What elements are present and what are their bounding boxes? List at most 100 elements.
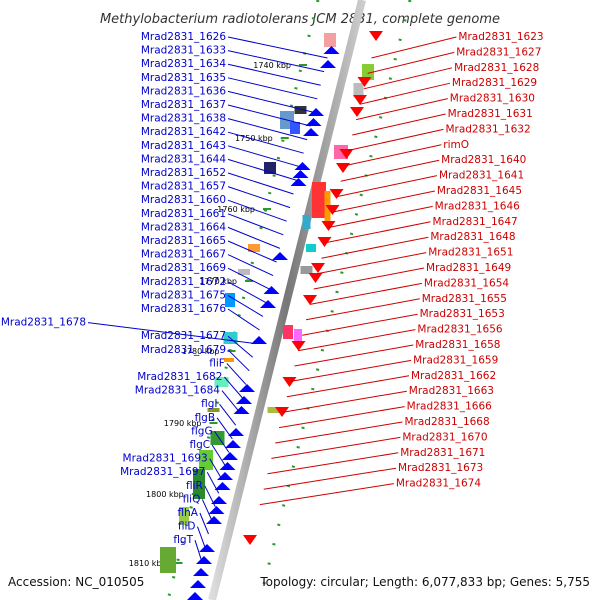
gene-label[interactable]: Mrad2831_1628 <box>454 62 539 74</box>
kbp-tick-layer: 1740 kbp 1750 kbp 1760 kbp 1770 kbp 1780 kbp… <box>129 61 307 568</box>
gene-label[interactable]: Mrad2831_1673 <box>398 462 483 474</box>
gene-label[interactable]: Mrad2831_1659 <box>413 354 498 366</box>
gene-label[interactable]: Mrad2831_1661 <box>141 208 226 220</box>
label-leader-line <box>214 431 230 453</box>
gene-label[interactable]: flgT <box>173 534 193 546</box>
gene-label[interactable]: Mrad2831_1697 <box>120 466 205 478</box>
feature-block <box>324 33 336 47</box>
forward-gene-arrow <box>225 440 241 448</box>
gene-label[interactable]: Mrad2831_1633 <box>141 45 226 57</box>
label-leader-line <box>227 308 260 331</box>
gene-label[interactable]: Mrad2831_1655 <box>422 293 507 305</box>
gene-label[interactable]: Mrad2831_1672 <box>141 276 226 288</box>
gene-label[interactable]: flgG <box>191 425 212 437</box>
gene-label[interactable]: Mrad2831_1657 <box>141 181 226 193</box>
gene-label[interactable]: Mrad2831_1670 <box>402 431 487 443</box>
gene-label[interactable]: Mrad2831_1645 <box>437 185 522 197</box>
gene-label[interactable]: Mrad2831_1652 <box>141 167 226 179</box>
gene-label[interactable]: Mrad2831_1635 <box>141 72 226 84</box>
gene-label[interactable]: Mrad2831_1674 <box>396 478 481 490</box>
forward-gene-arrow <box>251 336 267 344</box>
gene-label[interactable]: Mrad2831_1637 <box>141 99 226 111</box>
reverse-gene-arrow <box>329 189 344 199</box>
reverse-gene-arrow <box>308 273 323 283</box>
label-leader-line <box>355 98 448 121</box>
kbp-tick-label: 1790 kbp <box>164 419 202 428</box>
gene-label[interactable]: Mrad2831_1660 <box>141 194 226 206</box>
gene-label[interactable]: Mrad2831_1643 <box>141 140 226 152</box>
forward-gene-arrow <box>263 286 280 294</box>
label-leader-line <box>87 322 257 345</box>
gene-label[interactable]: Mrad2831_1684 <box>135 385 220 397</box>
forward-gene-arrow <box>292 170 309 178</box>
kbp-tick-label: 1750 kbp <box>235 134 273 143</box>
reverse-gene-arrow <box>325 205 340 215</box>
gene-label[interactable]: Mrad2831_1638 <box>141 113 226 125</box>
label-leader-line <box>348 128 444 151</box>
label-leader-line <box>227 63 321 86</box>
forward-gene-arrow <box>222 452 238 460</box>
gene-label[interactable]: Mrad2831_1658 <box>415 339 500 351</box>
gene-label[interactable]: Mrad2831_1627 <box>456 46 541 58</box>
gene-label[interactable]: Mrad2831_1667 <box>141 249 226 261</box>
gene-label[interactable]: Mrad2831_1664 <box>141 221 226 233</box>
gene-label[interactable]: flhA <box>177 507 198 519</box>
gene-label[interactable]: Mrad2831_1626 <box>141 31 226 43</box>
gene-label[interactable]: Mrad2831_1629 <box>452 77 537 89</box>
gene-label[interactable]: Mrad2831_1662 <box>411 370 496 382</box>
gene-label[interactable]: Mrad2831_1632 <box>445 123 530 135</box>
feature-block <box>353 83 364 97</box>
gene-label[interactable]: Mrad2831_1649 <box>426 262 511 274</box>
gene-label[interactable]: Mrad2831_1648 <box>430 231 515 243</box>
gene-label[interactable]: fliQ <box>183 493 201 505</box>
gene-label[interactable]: Mrad2831_1676 <box>141 303 226 315</box>
gene-label[interactable]: rimO <box>443 139 469 151</box>
label-leader-line <box>271 436 401 459</box>
gene-label[interactable]: fliF <box>209 357 225 369</box>
gene-label[interactable]: Mrad2831_1641 <box>439 170 524 182</box>
gene-label[interactable]: Mrad2831_1675 <box>141 289 226 301</box>
gene-label[interactable]: Mrad2831_1651 <box>428 247 513 259</box>
label-leader-line <box>199 512 209 535</box>
gene-label[interactable]: flgB <box>195 412 215 424</box>
gene-label[interactable]: Mrad2831_1679 <box>141 344 226 356</box>
label-leader-line <box>227 186 291 209</box>
gene-label[interactable]: Mrad2831_1669 <box>141 262 226 274</box>
gene-label[interactable]: flgC <box>190 439 211 451</box>
gene-label[interactable]: Mrad2831_1682 <box>137 371 222 383</box>
gene-label[interactable]: Mrad2831_1647 <box>433 216 518 228</box>
gene-label[interactable]: fliR <box>186 480 203 492</box>
gene-label[interactable]: Mrad2831_1634 <box>141 58 226 70</box>
forward-gene-arrow <box>214 482 231 490</box>
gene-label[interactable]: Mrad2831_1646 <box>435 200 520 212</box>
gene-label[interactable]: Mrad2831_1653 <box>420 308 505 320</box>
gene-label[interactable]: Mrad2831_1663 <box>409 385 494 397</box>
label-leader-line <box>227 36 328 59</box>
gene-label[interactable]: Mrad2831_1623 <box>458 31 543 43</box>
feature-block <box>207 408 220 412</box>
gene-label[interactable]: Mrad2831_1666 <box>407 401 492 413</box>
gene-label[interactable]: fliD <box>178 521 196 533</box>
gene-label[interactable]: Mrad2831_1631 <box>448 108 533 120</box>
gene-label[interactable]: Mrad2831_1668 <box>405 416 490 428</box>
gene-label[interactable]: Mrad2831_1693 <box>123 453 208 465</box>
forward-gene-arrow <box>305 118 322 126</box>
gene-label[interactable]: Mrad2831_1671 <box>400 447 485 459</box>
gene-label[interactable]: Mrad2831_1678 <box>1 317 86 329</box>
gene-label[interactable]: Mrad2831_1654 <box>424 277 509 289</box>
gene-label[interactable]: Mrad2831_1636 <box>141 85 226 97</box>
label-leader-line <box>227 50 325 73</box>
gene-label[interactable]: Mrad2831_1640 <box>441 154 526 166</box>
gene-label[interactable]: Mrad2831_1630 <box>450 93 535 105</box>
gene-label[interactable]: Mrad2831_1665 <box>141 235 226 247</box>
label-leader-line <box>313 267 425 290</box>
gene-label[interactable]: Mrad2831_1656 <box>417 324 502 336</box>
gene-label[interactable]: Mrad2831_1642 <box>141 126 226 138</box>
label-leader-line <box>227 104 311 127</box>
gene-label[interactable]: Mrad2831_1644 <box>141 153 226 165</box>
gene-label[interactable]: Mrad2831_1677 <box>141 330 226 342</box>
label-leader-line <box>227 77 318 100</box>
label-leader-line <box>275 421 403 444</box>
gene-label[interactable]: flgI <box>201 398 217 410</box>
